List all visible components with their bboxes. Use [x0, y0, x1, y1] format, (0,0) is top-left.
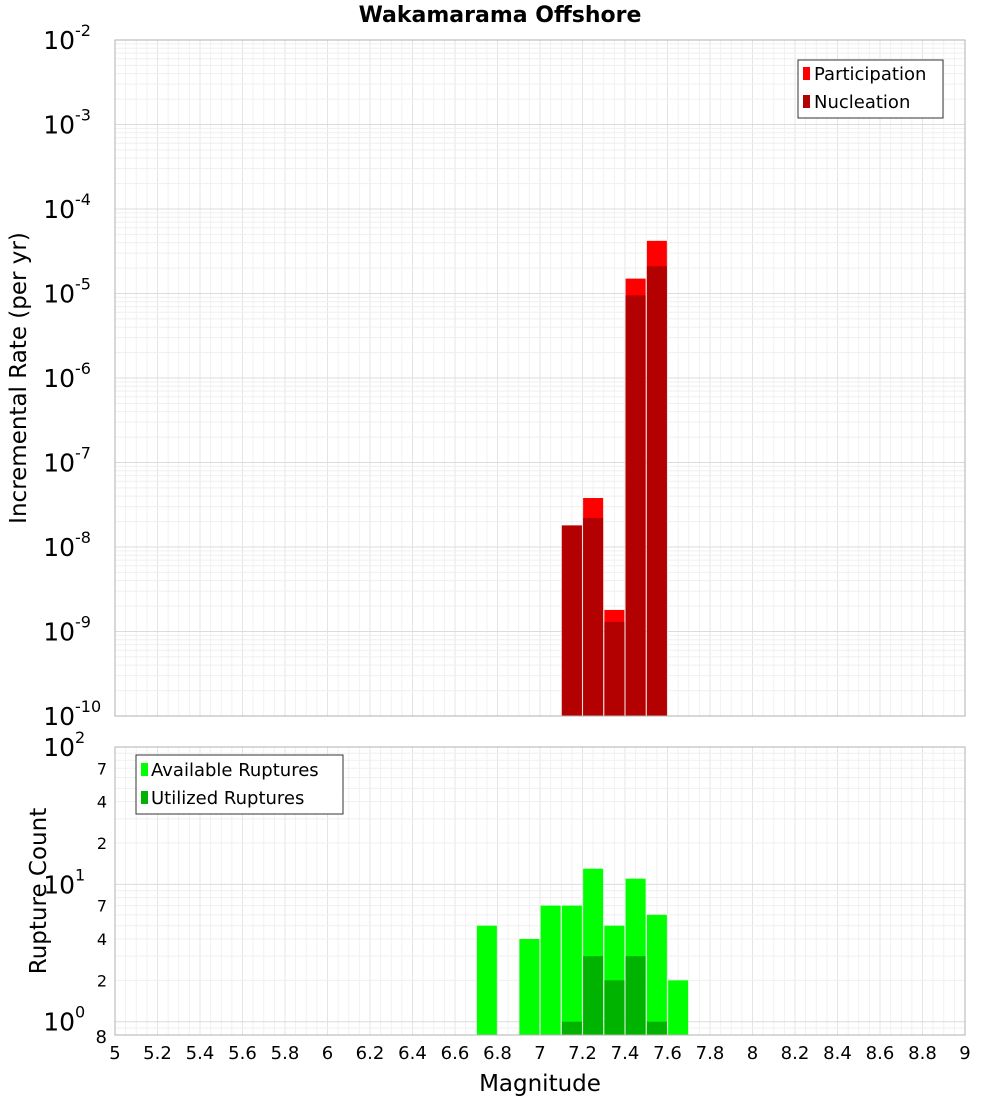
count-series-a-bar	[646, 914, 667, 1035]
rate-y-tick-exponent: -7	[75, 444, 91, 463]
nucleation-legend-label: Nucleation	[814, 92, 910, 113]
rate-y-tick-exponent: -9	[75, 613, 91, 632]
rate-series-b-bar	[583, 518, 604, 716]
x-tick-label: 8.6	[866, 1043, 895, 1064]
utilized-ruptures-legend-swatch	[141, 791, 148, 804]
count-y-tick-exponent: 2	[75, 728, 85, 747]
x-tick-label: 5.8	[271, 1043, 300, 1064]
x-tick-label: 5.6	[228, 1043, 257, 1064]
x-tick-label: 8.4	[823, 1043, 852, 1064]
count-series-b-bar	[561, 1021, 582, 1035]
rate-y-tick-exponent: -3	[75, 106, 91, 125]
count-y-minor-tick: 7	[97, 759, 107, 778]
count-y-minor-tick: 8	[96, 1027, 107, 1048]
count-y-tick-exponent: 0	[75, 1003, 85, 1022]
rate-series-b-bar	[604, 621, 625, 716]
count-series-b-bar	[625, 956, 646, 1035]
x-tick-label: 5	[109, 1043, 120, 1064]
rate-y-tick-base: 10	[43, 364, 75, 393]
rate-y-tick-base: 10	[43, 280, 75, 309]
available-ruptures-legend-swatch	[141, 763, 148, 776]
x-tick-label: 5.4	[186, 1043, 215, 1064]
count-y-tick-base: 10	[43, 1008, 75, 1037]
count-series-a-bar	[519, 939, 540, 1035]
x-tick-label: 8	[747, 1043, 758, 1064]
rate-y-tick-exponent: -4	[75, 190, 91, 209]
magnitude-x-ticks: 5 5.2 5.4 5.6 5.8 6 6.2 6.4 6.6 6.8 7 7.2 7.4 7.6 7.8 8…	[109, 1043, 970, 1064]
rate-legend: Participation Nucleation	[797, 59, 944, 119]
x-tick-label: 7.6	[653, 1043, 682, 1064]
rate-y-tick-base: 10	[43, 618, 75, 647]
count-y-tick-base: 10	[43, 733, 75, 762]
count-series-a-bar	[476, 925, 497, 1035]
x-tick-label: 7.4	[611, 1043, 640, 1064]
count-legend: Available Ruptures Utilized Ruptures	[135, 754, 344, 815]
rate-legend-box	[797, 59, 944, 119]
utilized-ruptures-legend-label: Utilized Ruptures	[151, 788, 304, 809]
x-tick-label: 8.2	[781, 1043, 810, 1064]
x-tick-label: 7	[534, 1043, 545, 1064]
nucleation-legend-swatch	[803, 95, 810, 108]
rate-y-tick-exponent: -10	[75, 697, 101, 716]
x-tick-label: 7.8	[696, 1043, 725, 1064]
x-tick-label: 7.2	[568, 1043, 597, 1064]
count-y-minor-tick: 4	[97, 793, 107, 812]
x-tick-label: 6.4	[398, 1043, 427, 1064]
count-y-tick-base: 10	[43, 870, 75, 899]
rate-series-b-bar	[625, 295, 646, 716]
x-axis-label: Magnitude	[479, 1071, 601, 1097]
rate-y-tick-exponent: -8	[75, 528, 91, 547]
chart-title: Wakamarama Offshore	[359, 3, 642, 28]
rate-grid	[114, 39, 966, 717]
count-plot-frame	[114, 746, 966, 1036]
rate-y-tick-base: 10	[43, 533, 75, 562]
participation-legend-label: Participation	[814, 64, 926, 85]
rate-y-tick-exponent: -2	[75, 21, 91, 40]
count-legend-box	[135, 754, 344, 815]
rate-y-tick-base: 10	[43, 26, 75, 55]
count-y-minor-tick: 4	[97, 930, 107, 949]
rate-y-tick-base: 10	[43, 195, 75, 224]
count-y-tick-exponent: 1	[75, 865, 85, 884]
count-y-axis-label: Rupture Count	[26, 808, 52, 974]
x-tick-label: 8.8	[908, 1043, 937, 1064]
count-series-b-bar	[646, 1021, 667, 1035]
rate-y-tick-exponent: -6	[75, 359, 91, 378]
x-tick-label: 6	[322, 1043, 333, 1064]
participation-legend-swatch	[803, 67, 810, 80]
count-y-minor-tick: 2	[97, 834, 107, 853]
rate-bars	[561, 240, 667, 716]
count-series-a-bar	[561, 905, 582, 1035]
count-series-a-bar	[668, 980, 689, 1035]
rate-series-b-bar	[646, 266, 667, 716]
rate-series-b-bar	[561, 525, 582, 716]
x-tick-label: 6.2	[356, 1043, 385, 1064]
x-tick-label: 6.8	[483, 1043, 512, 1064]
count-series-b-bar	[583, 956, 604, 1035]
count-series-b-bar	[604, 980, 625, 1035]
rate-y-tick-base: 10	[43, 449, 75, 478]
rate-y-tick-base: 10	[43, 111, 75, 140]
rate-plot-frame	[114, 39, 966, 717]
count-series-a-bar	[540, 905, 561, 1035]
rate-y-axis-label: Incremental Rate (per yr)	[6, 232, 32, 524]
x-tick-label: 5.2	[143, 1043, 172, 1064]
count-y-minor-tick: 2	[97, 971, 107, 990]
rate-y-tick-exponent: -5	[75, 275, 91, 294]
count-y-minor-tick: 7	[97, 897, 107, 916]
rate-y-tick-base: 10	[43, 702, 75, 731]
count-bars	[476, 868, 689, 1035]
x-tick-label: 6.6	[441, 1043, 470, 1064]
available-ruptures-legend-label: Available Ruptures	[151, 760, 319, 781]
x-tick-label: 9	[959, 1043, 970, 1064]
